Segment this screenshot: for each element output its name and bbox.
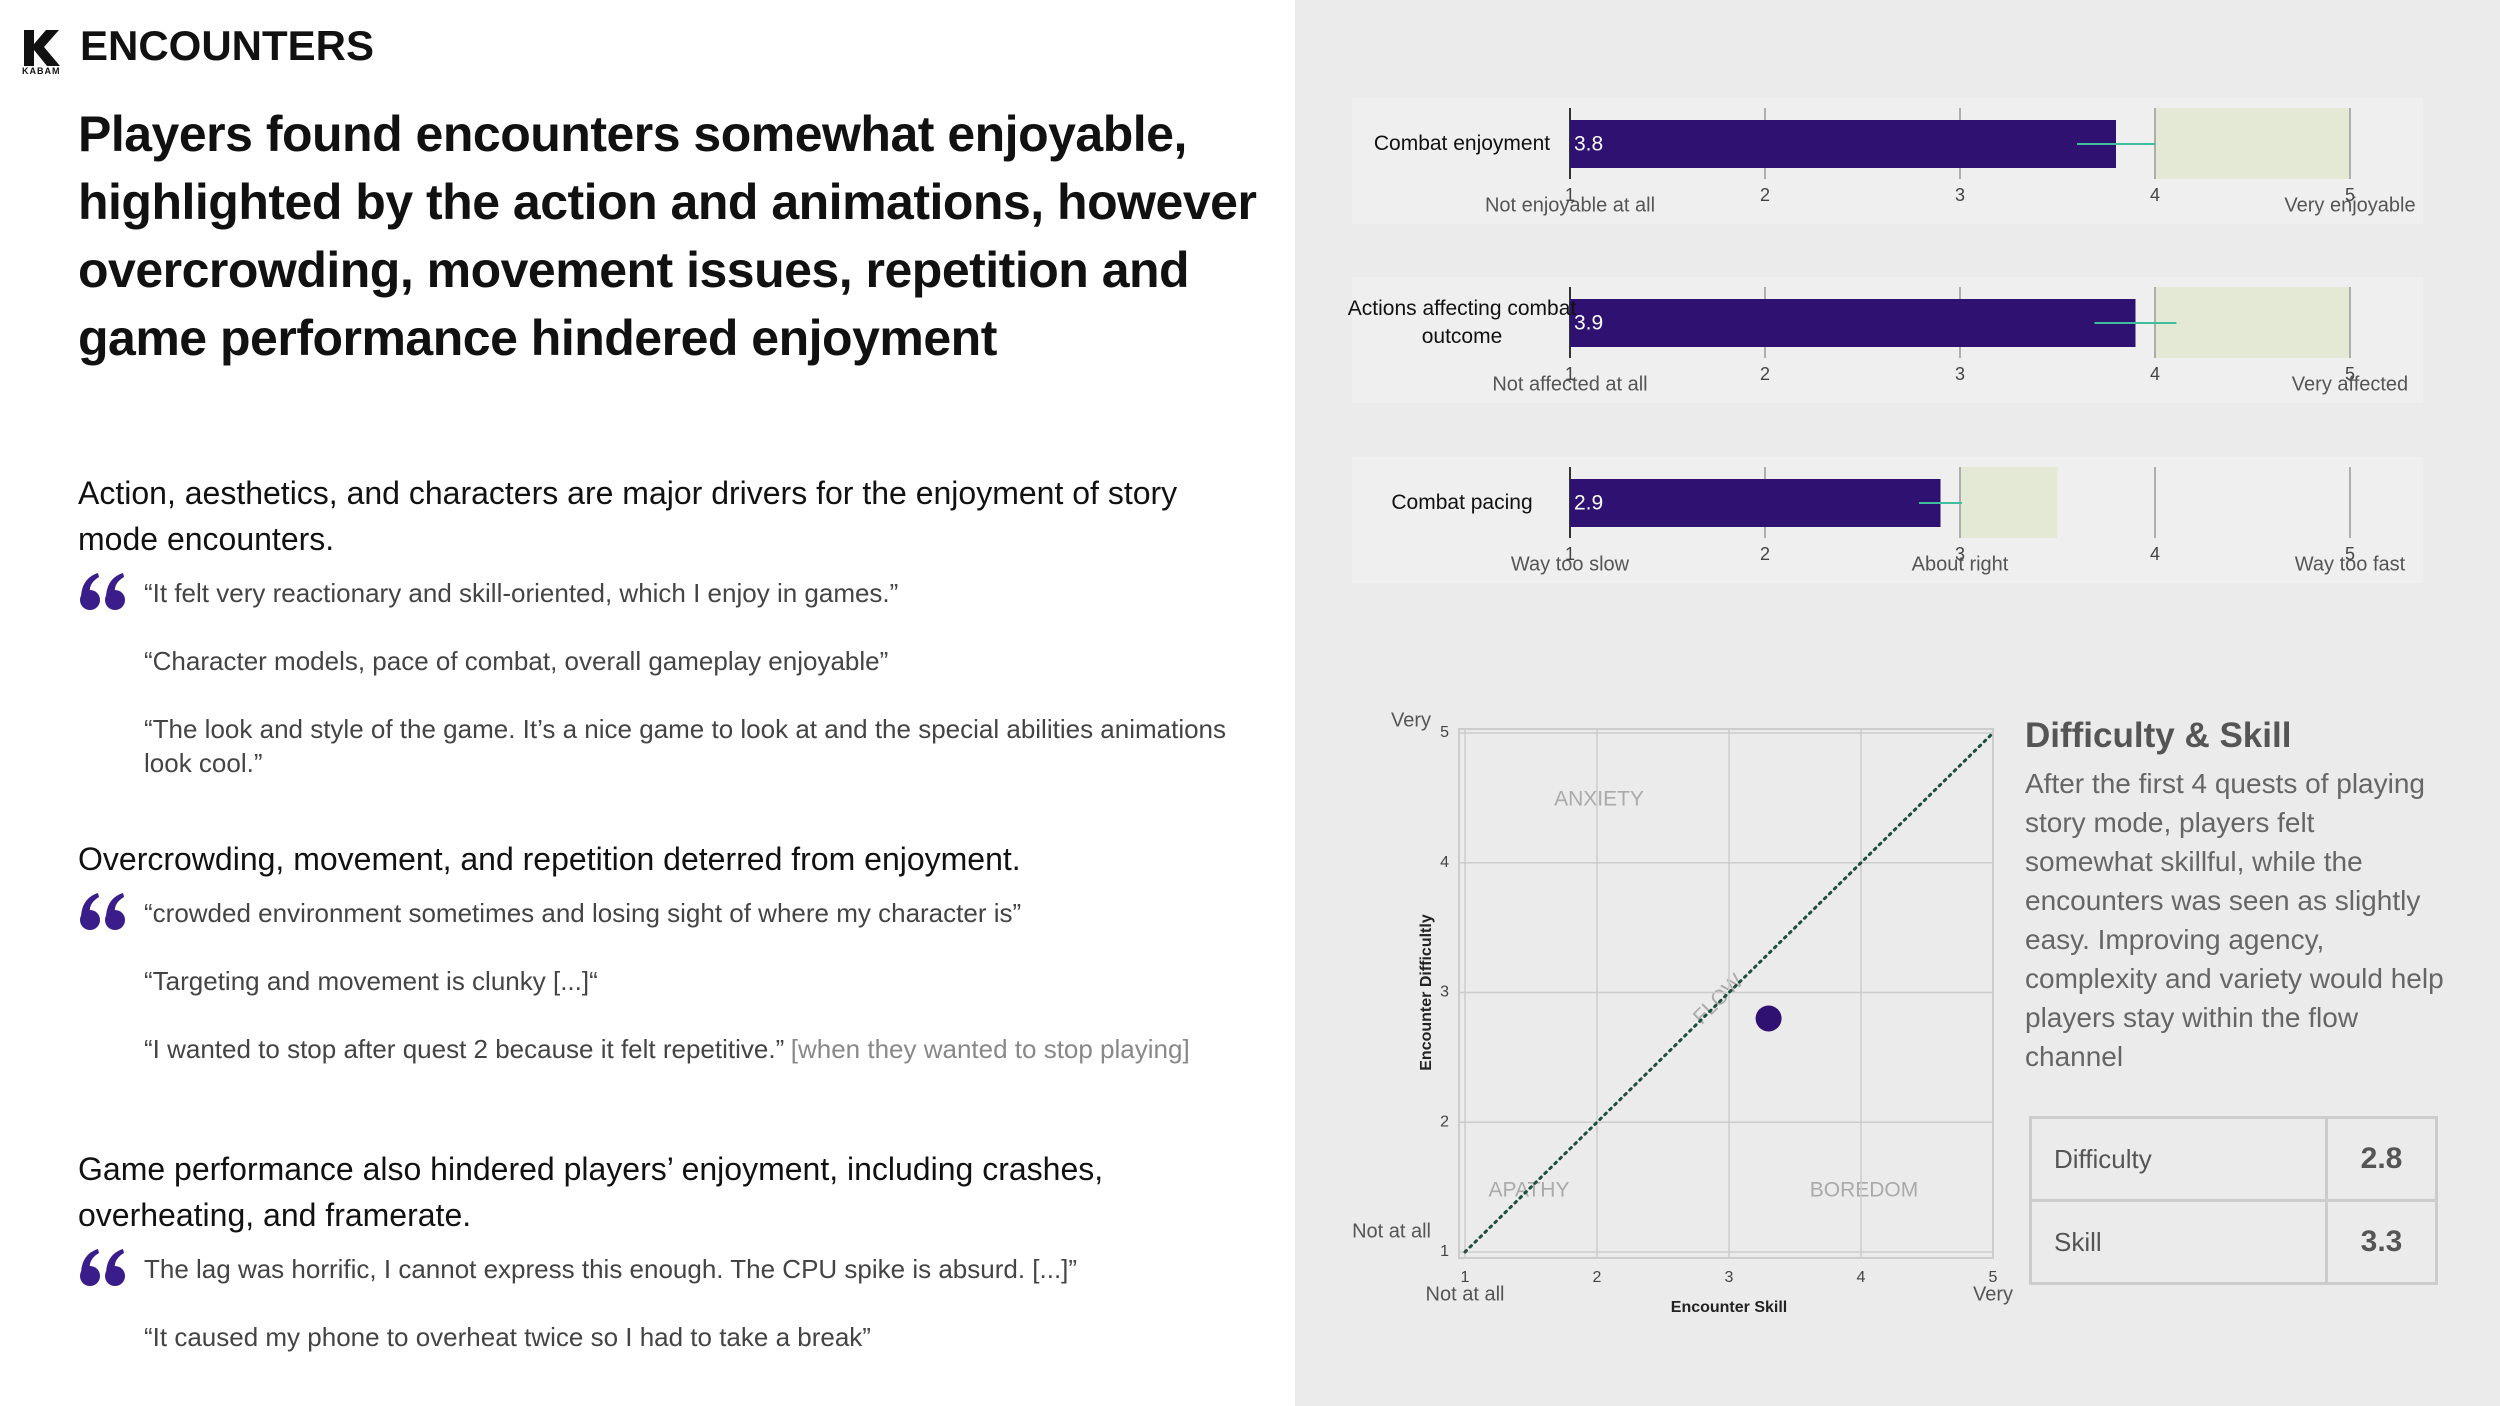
quote-text: “I wanted to stop after quest 2 because …	[144, 1034, 785, 1064]
x-tick-label: 5	[2345, 364, 2355, 384]
x-end-label: Very	[1973, 1283, 2013, 1305]
table-row: Difficulty 2.8	[2029, 1116, 2438, 1202]
y-tick-label: 1	[1440, 1243, 1449, 1260]
x-tick-label: 1	[1565, 364, 1575, 384]
table-value: 2.8	[2325, 1116, 2438, 1202]
x-tick-label: 1	[1565, 544, 1575, 564]
scale-label: Very enjoyable	[2284, 194, 2415, 216]
x-tick-label: 4	[2150, 185, 2160, 205]
x-tick-label: 5	[2345, 185, 2355, 205]
zone-label: APATHY	[1489, 1179, 1570, 1202]
value-label: 3.8	[1574, 133, 1603, 156]
section-heading: Game performance also hindered players’ …	[78, 1151, 1104, 1233]
y-end-label: Not at all	[1352, 1220, 1431, 1242]
x-tick-label: 3	[1955, 185, 1965, 205]
scale-label: Way too fast	[2295, 553, 2406, 575]
quote: “crowded environment sometimes and losin…	[144, 898, 1022, 928]
zone-label: ANXIETY	[1554, 788, 1644, 811]
target-band	[1960, 467, 2058, 538]
bar	[1570, 479, 1941, 527]
x-end-label: Not at all	[1426, 1283, 1505, 1305]
x-tick-label: 2	[1760, 364, 1770, 384]
y-tick-label: 4	[1440, 854, 1449, 871]
y-axis-label: Encounter Difficultly	[1418, 914, 1435, 1071]
y-tick-label: 3	[1440, 984, 1449, 1001]
x-tick-label: 2	[1760, 185, 1770, 205]
table-label: Skill	[2029, 1199, 2328, 1285]
value-label: 2.9	[1574, 492, 1603, 515]
quote: “The look and style of the game. It’s a …	[144, 714, 1227, 778]
category-label: Actions affecting combat outcome	[1347, 297, 1577, 348]
quote-icon	[80, 893, 125, 930]
value-label: 3.9	[1574, 312, 1603, 335]
bar	[1570, 299, 2136, 347]
x-tick-label: 2	[1760, 544, 1770, 564]
panel-title: Difficulty & Skill	[2025, 716, 2292, 755]
target-band	[2155, 108, 2350, 179]
quote: “Targeting and movement is clunky [...]“	[144, 966, 598, 996]
scale-label: Way too slow	[1511, 553, 1630, 575]
x-tick-label: 3	[1955, 544, 1965, 564]
x-tick-label: 4	[2150, 544, 2160, 564]
section: Overcrowding, movement, and repetition d…	[78, 836, 1268, 1100]
quote-icon	[80, 573, 125, 610]
x-tick-label: 4	[2150, 364, 2160, 384]
table-row: Skill 3.3	[2029, 1199, 2438, 1285]
target-band	[2155, 287, 2350, 358]
x-tick-label: 4	[1857, 1269, 1866, 1286]
reference-line	[1463, 731, 1995, 1254]
x-tick-label: 5	[1989, 1269, 1998, 1286]
x-tick-label: 3	[1955, 364, 1965, 384]
quote: The lag was horrific, I cannot express t…	[144, 1254, 1078, 1284]
panel-text: After the first 4 quests of playing stor…	[2025, 768, 2444, 1072]
section: Action, aesthetics, and characters are m…	[78, 470, 1268, 814]
scale-label: Very affected	[2292, 373, 2408, 395]
x-tick-label: 2	[1593, 1269, 1602, 1286]
quote: “It felt very reactionary and skill-orie…	[144, 578, 899, 608]
section-title: ENCOUNTERS	[80, 22, 375, 69]
x-axis-label: Encounter Skill	[1671, 1299, 1787, 1316]
section-heading: Action, aesthetics, and characters are m…	[78, 475, 1178, 557]
quote-list: “It felt very reactionary and skill-orie…	[78, 573, 1268, 780]
zone-label: BOREDOM	[1810, 1179, 1919, 1202]
y-tick-label: 2	[1440, 1113, 1449, 1130]
quote: “It caused my phone to overheat twice so…	[144, 1322, 871, 1352]
table-label: Difficulty	[2029, 1116, 2328, 1202]
scale-label: Not enjoyable at all	[1485, 194, 1655, 216]
x-tick-label: 1	[1461, 1269, 1470, 1286]
section-heading: Overcrowding, movement, and repetition d…	[78, 841, 1021, 877]
quote-note: [when they wanted to stop playing]	[790, 1034, 1190, 1064]
quote-list: The lag was horrific, I cannot express t…	[78, 1249, 1268, 1354]
quote: “I wanted to stop after quest 2 because …	[144, 1032, 1244, 1066]
point	[1755, 1005, 1782, 1032]
category-label: Combat enjoyment	[1373, 132, 1551, 155]
summary-table: Difficulty 2.8 Skill 3.3	[2029, 1116, 2438, 1285]
x-tick-label: 1	[1565, 185, 1575, 205]
x-tick-label: 5	[2345, 544, 2355, 564]
section: Game performance also hindered players’ …	[78, 1146, 1268, 1388]
logo-mark	[24, 30, 60, 66]
scale-label: About right	[1912, 553, 2009, 575]
category-label: Combat pacing	[1391, 491, 1533, 514]
quote-icon	[80, 1249, 125, 1286]
zone-label: FLOW	[1689, 970, 1748, 1029]
y-tick-label: 5	[1440, 724, 1449, 741]
bar	[1570, 120, 2116, 168]
scale-label: Not affected at all	[1492, 373, 1647, 395]
quote-list: “crowded environment sometimes and losin…	[78, 893, 1268, 1066]
x-tick-label: 3	[1725, 1269, 1734, 1286]
table-value: 3.3	[2325, 1199, 2438, 1285]
quote: “Character models, pace of combat, overa…	[144, 646, 889, 676]
headline: Players found encounters somewhat enjoya…	[78, 106, 1257, 366]
logo-text: KABAM	[22, 66, 61, 76]
y-end-label: Very	[1391, 709, 1431, 731]
